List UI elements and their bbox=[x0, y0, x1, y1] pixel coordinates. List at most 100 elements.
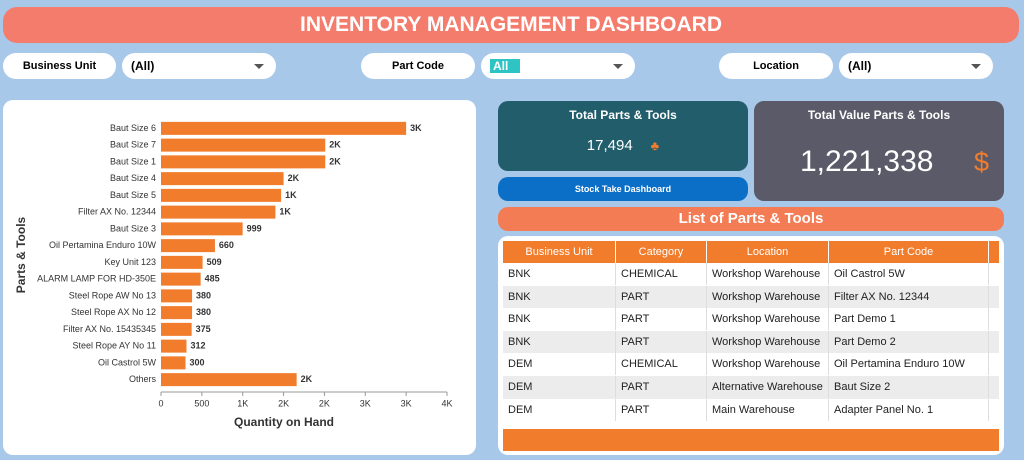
table-cell: Filter AX No. 12344 bbox=[829, 286, 989, 308]
y-axis-title: Parts & Tools bbox=[14, 216, 28, 293]
stock-take-button[interactable]: Stock Take Dashboard bbox=[498, 177, 748, 201]
bar bbox=[161, 340, 186, 353]
table-cell: DEM bbox=[503, 353, 616, 375]
table-cell: Workshop Warehouse bbox=[707, 263, 829, 285]
x-tick-label: 2K bbox=[319, 398, 330, 408]
bar bbox=[161, 289, 192, 302]
x-tick-label: 1K bbox=[237, 398, 248, 408]
table-cell: PART bbox=[616, 376, 707, 398]
y-tick-label: Filter AX No. 12344 bbox=[78, 207, 156, 217]
header-end bbox=[989, 241, 999, 263]
kpi-title: Total Value Parts & Tools bbox=[754, 108, 1004, 122]
x-tick-label: 4K bbox=[441, 398, 452, 408]
column-header: Location bbox=[707, 241, 829, 263]
bar bbox=[161, 122, 406, 135]
kpi-number: 1,221,338 bbox=[800, 145, 933, 179]
bar bbox=[161, 373, 297, 386]
data-label: 509 bbox=[207, 257, 222, 267]
chart: 05001K2K2K3K3K4KQuantity on HandParts & … bbox=[3, 100, 476, 455]
y-tick-label: Steel Rope AX No 12 bbox=[71, 307, 156, 317]
filter-select[interactable]: (All) bbox=[839, 53, 993, 79]
x-tick-label: 500 bbox=[194, 398, 209, 408]
table-cell: Part Demo 2 bbox=[829, 331, 989, 353]
kpi-number: 17,494 bbox=[587, 137, 633, 154]
y-tick-label: Filter AX No. 15435345 bbox=[63, 324, 156, 334]
bar bbox=[161, 239, 215, 252]
data-label: 660 bbox=[219, 240, 234, 250]
y-tick-label: Baut Size 1 bbox=[110, 156, 156, 166]
y-tick-label: Baut Size 7 bbox=[110, 140, 156, 150]
data-label: 999 bbox=[247, 223, 262, 233]
kpi-card: Total Value Parts & Tools 1,221,338 $ bbox=[754, 101, 1004, 201]
column-header: Category bbox=[616, 241, 707, 263]
kpi-card: Total Parts & Tools 17,494 ♣ bbox=[498, 101, 748, 171]
y-tick-label: Steel Rope AW No 13 bbox=[69, 290, 156, 300]
bar bbox=[161, 206, 275, 219]
column-header: Business Unit bbox=[503, 241, 616, 263]
table-cell: Workshop Warehouse bbox=[707, 331, 829, 353]
filter-label: Business Unit bbox=[3, 53, 116, 79]
table-cell: BNK bbox=[503, 308, 616, 330]
bar bbox=[161, 306, 192, 319]
x-tick-label: 2K bbox=[278, 398, 289, 408]
data-label: 2K bbox=[301, 374, 313, 384]
bar bbox=[161, 139, 325, 152]
y-tick-label: Others bbox=[129, 374, 157, 384]
bar bbox=[161, 256, 203, 269]
table-cell: Oil Castrol 5W bbox=[829, 263, 989, 285]
data-label: 300 bbox=[190, 357, 205, 367]
data-label: 312 bbox=[190, 341, 205, 351]
icon: ♣ bbox=[651, 138, 660, 153]
table-cell: CHEMICAL bbox=[616, 263, 707, 285]
column-header: Part Code bbox=[829, 241, 989, 263]
table-cell: DEM bbox=[503, 376, 616, 398]
kpi-value: 17,494 ♣ bbox=[498, 137, 748, 154]
table-cell: CHEMICAL bbox=[616, 353, 707, 375]
table-cell: Workshop Warehouse bbox=[707, 308, 829, 330]
filter-value: All bbox=[490, 59, 520, 73]
y-tick-label: ALARM LAMP FOR HD-350E bbox=[37, 274, 156, 284]
table-cell: Part Demo 1 bbox=[829, 308, 989, 330]
filter-select[interactable]: All bbox=[481, 53, 635, 79]
y-tick-label: Oil Castrol 5W bbox=[98, 357, 157, 367]
y-tick-label: Key Unit 123 bbox=[104, 257, 156, 267]
bar bbox=[161, 356, 186, 369]
table-cell: Adapter Panel No. 1 bbox=[829, 399, 989, 421]
data-label: 1K bbox=[279, 207, 291, 217]
y-tick-label: Steel Rope AY No 11 bbox=[72, 341, 156, 351]
data-label: 2K bbox=[329, 140, 341, 150]
bar bbox=[161, 155, 325, 168]
x-tick-label: 3K bbox=[360, 398, 371, 408]
data-label: 1K bbox=[285, 190, 297, 200]
x-tick-label: 3K bbox=[401, 398, 412, 408]
table-cell: Main Warehouse bbox=[707, 399, 829, 421]
data-label: 3K bbox=[410, 123, 422, 133]
data-label: 380 bbox=[196, 307, 211, 317]
filter-select[interactable]: (All) bbox=[122, 53, 276, 79]
table-cell: Oil Pertamina Enduro 10W bbox=[829, 353, 989, 375]
kpi-title: Total Parts & Tools bbox=[498, 108, 748, 122]
table-cell: PART bbox=[616, 331, 707, 353]
table-cell: PART bbox=[616, 399, 707, 421]
y-tick-label: Baut Size 3 bbox=[110, 223, 156, 233]
table-cell: DEM bbox=[503, 399, 616, 421]
x-axis-title: Quantity on Hand bbox=[234, 415, 334, 429]
table-cell: BNK bbox=[503, 286, 616, 308]
bar bbox=[161, 172, 284, 185]
table-title: List of Parts & Tools bbox=[498, 207, 1004, 231]
bar bbox=[161, 323, 192, 336]
bar bbox=[161, 222, 243, 235]
chart-panel: 05001K2K2K3K3K4KQuantity on HandParts & … bbox=[3, 100, 476, 455]
y-tick-label: Baut Size 4 bbox=[110, 173, 156, 183]
table-cell: Workshop Warehouse bbox=[707, 353, 829, 375]
table-cell: BNK bbox=[503, 331, 616, 353]
y-tick-label: Oil Pertamina Enduro 10W bbox=[49, 240, 157, 250]
data-label: 380 bbox=[196, 290, 211, 300]
bar bbox=[161, 189, 281, 202]
table-cell: BNK bbox=[503, 263, 616, 285]
table-footer bbox=[503, 429, 999, 451]
dashboard-title: INVENTORY MANAGEMENT DASHBOARD bbox=[3, 7, 1019, 43]
data-label: 2K bbox=[329, 156, 341, 166]
data-label: 2K bbox=[288, 173, 300, 183]
